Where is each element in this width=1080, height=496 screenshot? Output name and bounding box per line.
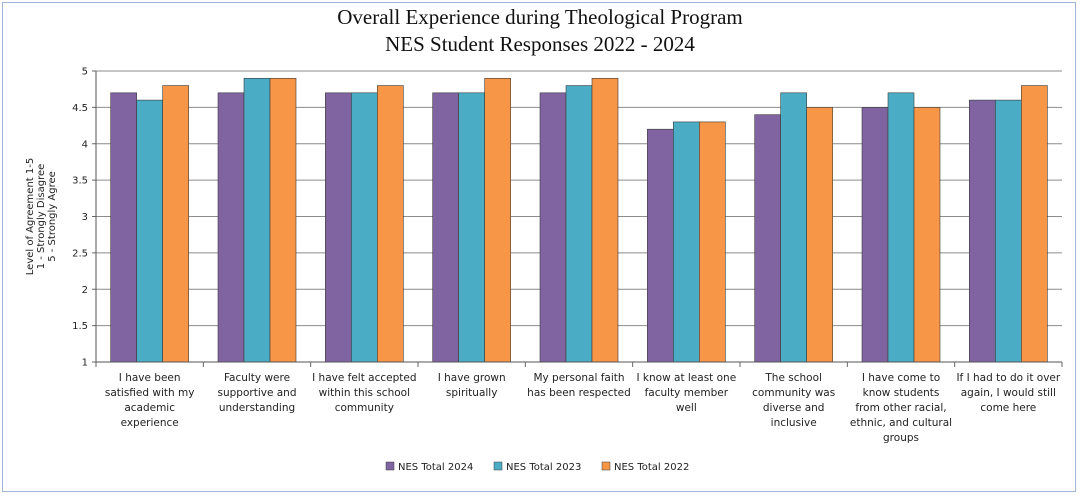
category-label: I have grown spiritually	[438, 372, 506, 399]
bar	[162, 85, 189, 363]
category-label: I have felt accepted within this school co…	[312, 372, 416, 414]
bar	[565, 85, 593, 363]
category-label: My personal faith has been respected	[527, 372, 631, 399]
bar	[1021, 85, 1048, 363]
axes	[95, 71, 1062, 363]
y-tick-label: 1	[82, 358, 88, 369]
bar	[377, 85, 404, 363]
y-tick-label: 5	[82, 67, 88, 78]
y-axis-label-line: Level of Agreement 1-5	[25, 158, 36, 275]
bar	[780, 92, 807, 363]
category-labels: I have been satisfied with my academic expe…	[95, 362, 1063, 444]
y-axis-label: Level of Agreement 1-5 1 - Strongly Disag…	[25, 158, 58, 275]
bar	[699, 121, 726, 363]
category-label: I know at least one faculty member well	[636, 372, 736, 414]
chart-title-line-2: NES Student Responses 2022 - 2024	[385, 32, 695, 56]
bar	[647, 128, 674, 363]
category-label: The school community was diverse and inclus…	[752, 372, 835, 429]
y-axis-label-line: 1 - Strongly Disagree	[36, 164, 47, 270]
bar	[995, 99, 1022, 363]
bar	[861, 107, 889, 363]
bar	[217, 92, 245, 363]
category-label: Faculty were supportive and understanding	[218, 372, 297, 414]
legend-label: NES Total 2024	[398, 462, 473, 473]
legend-swatch	[385, 461, 395, 471]
y-tick-label: 4	[82, 139, 88, 150]
bar	[351, 92, 378, 363]
y-tick-label: 2.5	[72, 248, 88, 259]
legend-swatch	[601, 461, 611, 471]
bar	[458, 92, 485, 363]
y-tick-label: 2	[82, 285, 88, 296]
bar	[243, 77, 271, 363]
bar	[136, 99, 163, 363]
legend-swatch	[493, 461, 503, 471]
category-label: I have come to know students from other ra…	[850, 372, 952, 444]
bar	[887, 92, 915, 363]
bar	[673, 121, 700, 363]
y-tick-label: 4.5	[72, 103, 88, 114]
bar	[591, 77, 619, 363]
bar	[806, 107, 833, 363]
legend-label: NES Total 2023	[506, 462, 581, 473]
bar	[269, 77, 297, 363]
category-label: If I had to do it over again, I would sti…	[956, 372, 1060, 414]
y-tick-label: 3.5	[72, 176, 88, 187]
bar	[913, 107, 941, 363]
y-axis-ticks: 1 1.5 2 2.5 3 3.5 4 4.5 5	[72, 67, 96, 369]
bar	[432, 92, 459, 363]
chart-title-line-1: Overall Experience during Theological Pr…	[337, 5, 743, 29]
category-label: I have been satisfied with my academic expe…	[105, 372, 195, 429]
bar	[539, 92, 567, 363]
bars	[110, 77, 1048, 363]
bar	[754, 114, 781, 363]
y-tick-label: 3	[82, 212, 88, 223]
y-axis-label-line: 5 - Strongly Agree	[47, 171, 58, 262]
legend-label: NES Total 2022	[614, 462, 689, 473]
legend: NES Total 2024 NES Total 2023 NES Total 20…	[385, 461, 689, 473]
bar	[969, 99, 996, 363]
bar	[325, 92, 352, 363]
bar	[110, 92, 137, 363]
bar	[484, 77, 511, 363]
y-tick-label: 1.5	[72, 321, 88, 332]
chart-title: Overall Experience during Theological Pr…	[0, 4, 1080, 58]
